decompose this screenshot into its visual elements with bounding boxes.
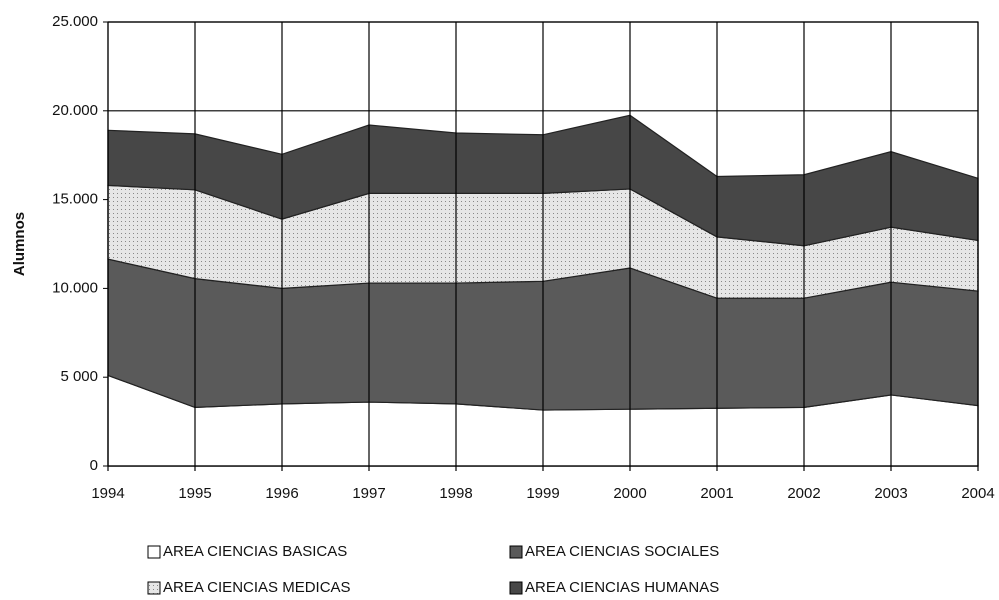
legend-label: AREA CIENCIAS BASICAS — [163, 543, 347, 560]
legend-label: AREA CIENCIAS SOCIALES — [525, 543, 719, 560]
y-tick-label: 0 — [90, 457, 98, 474]
x-tick-label: 2004 — [961, 485, 994, 502]
x-tick-label: 1995 — [178, 485, 211, 502]
y-axis-label: Alumnos — [11, 212, 28, 276]
legend-label: AREA CIENCIAS MEDICAS — [163, 579, 351, 596]
y-tick-label: 10.000 — [52, 279, 98, 296]
x-tick-label: 1998 — [439, 485, 472, 502]
x-tick-label: 2003 — [874, 485, 907, 502]
x-tick-label: 2002 — [787, 485, 820, 502]
legend-swatch — [509, 545, 523, 559]
y-tick-label: 15.000 — [52, 191, 98, 208]
legend-label: AREA CIENCIAS HUMANAS — [525, 579, 719, 596]
legend-swatch — [509, 581, 523, 595]
x-tick-label: 2001 — [700, 485, 733, 502]
x-tick-label: 1999 — [526, 485, 559, 502]
x-tick-label: 2000 — [613, 485, 646, 502]
legend-swatch — [147, 545, 161, 559]
x-tick-label: 1996 — [265, 485, 298, 502]
plot-frame — [107, 21, 979, 467]
legend-swatch — [147, 581, 161, 595]
y-tick-label: 25.000 — [52, 13, 98, 30]
y-tick-label: 20.000 — [52, 102, 98, 119]
x-tick-label: 1997 — [352, 485, 385, 502]
y-tick-label: 5 000 — [60, 368, 98, 385]
x-tick-label: 1994 — [91, 485, 124, 502]
